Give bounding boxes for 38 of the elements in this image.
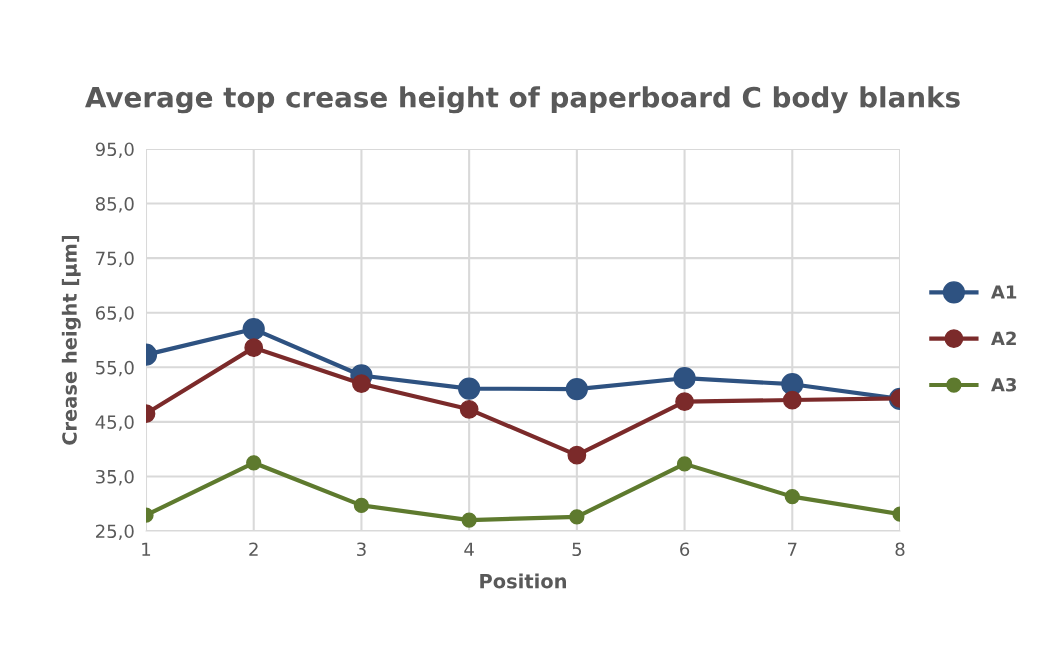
legend-label: A1 (991, 285, 1017, 299)
y-tick-label: 35,0 (96, 469, 134, 486)
x-tick-label: 3 (357, 542, 366, 557)
point (565, 378, 588, 401)
point (673, 367, 696, 390)
point (459, 399, 479, 419)
y-tick-label: 55,0 (96, 360, 134, 377)
x-tick-label: 5 (572, 542, 582, 557)
legend-label: A3 (991, 377, 1017, 392)
point (458, 377, 481, 400)
y-tick-label: 45,0 (95, 415, 134, 431)
point (353, 497, 370, 513)
y-tick-label: 25,0 (96, 524, 134, 540)
y-tick-label: 65,0 (95, 306, 134, 322)
y-tick-label: 85,0 (95, 197, 134, 213)
point (676, 456, 693, 472)
x-tick-label: 6 (680, 542, 690, 557)
x-tick-label: 8 (895, 542, 905, 557)
y-axis-title: Crease height [µm] (61, 235, 81, 445)
point (675, 392, 694, 412)
point (242, 317, 265, 341)
x-tick-label: 1 (142, 542, 151, 556)
point (244, 338, 264, 358)
x-axis-title: Position (480, 573, 566, 589)
x-tick-label: 4 (464, 542, 474, 556)
point (352, 374, 371, 394)
point (782, 390, 802, 410)
point (246, 455, 262, 471)
chart-title: Average top crease height of paperboard C body blanks (85, 86, 960, 114)
y-tick-label: 95,0 (95, 142, 134, 158)
point (461, 512, 477, 528)
x-tick-label: 2 (249, 542, 258, 556)
x-tick-label: 7 (788, 542, 797, 556)
point (569, 509, 585, 525)
point (784, 488, 800, 505)
y-tick-label: 75,0 (96, 251, 134, 268)
legend-label: A2 (991, 331, 1016, 345)
point (567, 445, 587, 465)
